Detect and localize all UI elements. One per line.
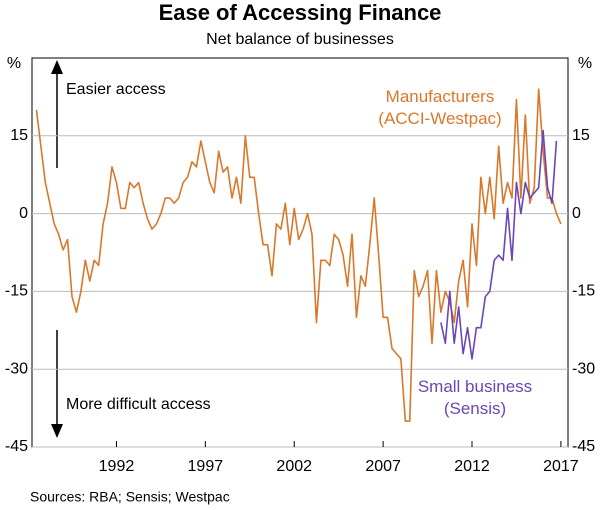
- arrowhead: [51, 424, 63, 438]
- annotation: Easier access: [66, 81, 166, 98]
- y2-tick-label: -45: [572, 438, 595, 455]
- y-axis-label: %: [7, 55, 21, 72]
- x-tick-label: 2017: [543, 458, 579, 475]
- x-tick-label: 2002: [276, 458, 312, 475]
- x-tick-label: 2007: [365, 458, 401, 475]
- y-tick-label: 15: [10, 127, 28, 144]
- y2-tick-label: -15: [572, 283, 595, 300]
- y-tick-label: 0: [19, 205, 28, 222]
- series-label: Small business (Sensis): [417, 377, 533, 418]
- series-line: [440, 129, 558, 360]
- y2-tick-label: 0: [572, 205, 581, 222]
- annotation: More difficult access: [66, 396, 211, 413]
- y-tick-label: -45: [5, 438, 28, 455]
- x-tick-label: 2012: [454, 458, 490, 475]
- y-tick-label: -15: [5, 283, 28, 300]
- chart-subtitle: Net balance of businesses: [206, 31, 394, 48]
- arrowhead: [51, 60, 63, 74]
- source-note: Sources: RBA; Sensis; Westpac: [30, 489, 230, 505]
- x-tick-label: 1997: [188, 458, 224, 475]
- series-line: [35, 88, 562, 422]
- series-label: Manufacturers (ACCI-Westpac): [378, 87, 502, 128]
- x-tick-label: 1992: [99, 458, 135, 475]
- y2-axis-label: %: [578, 55, 592, 72]
- y-tick-label: -30: [5, 360, 28, 377]
- y2-tick-label: 15: [572, 127, 590, 144]
- chart-title: Ease of Accessing Finance: [159, 0, 442, 25]
- y2-tick-label: -30: [572, 360, 595, 377]
